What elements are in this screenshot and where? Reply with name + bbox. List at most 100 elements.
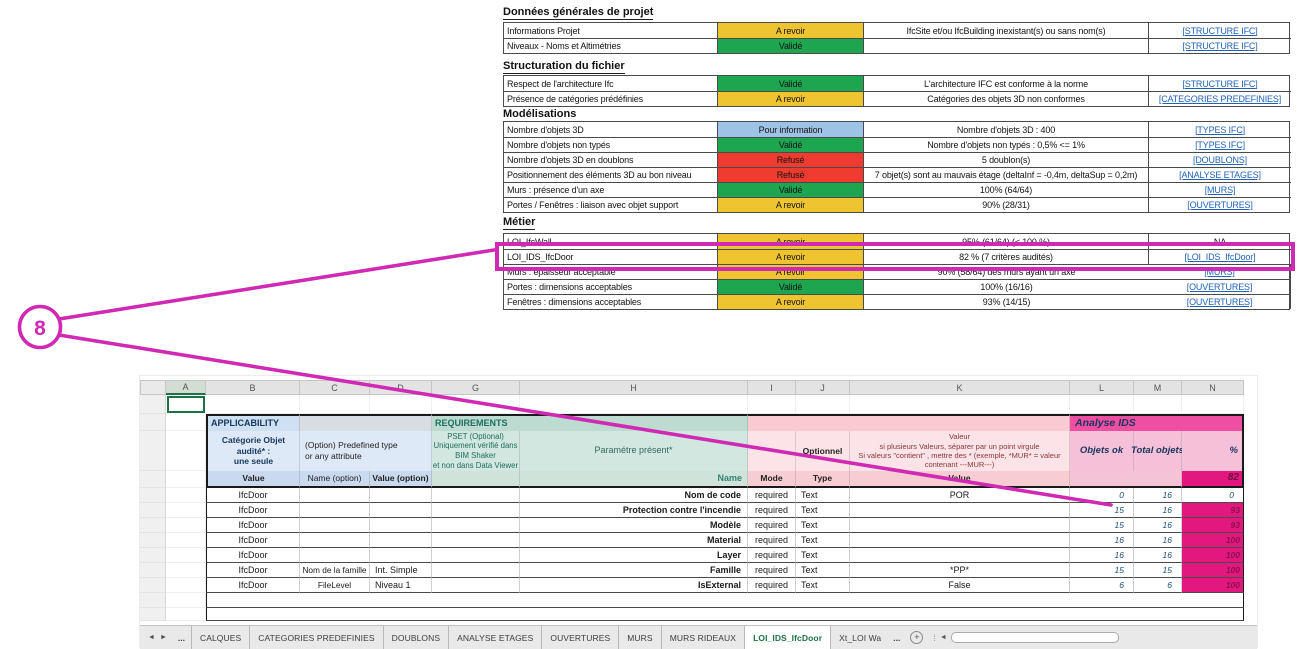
grid-cell[interactable] [166,548,206,563]
cell-mode[interactable]: required [748,548,796,563]
grid-cell[interactable] [1070,395,1134,414]
cell-value[interactable]: False [850,578,1070,593]
report-link[interactable]: [CATEGORIES PREDEFINIES] [1149,91,1291,106]
sheet-tab-active[interactable]: LOI_IDS_IfcDoor [745,626,832,649]
cell-category[interactable]: IfcDoor [206,503,300,518]
cell-percent[interactable]: 0 [1182,488,1244,503]
column-header-a[interactable]: A [166,380,206,395]
column-header-l[interactable]: L [1070,380,1134,395]
cell-name-option[interactable] [300,503,370,518]
report-link[interactable]: [STRUCTURE IFC] [1182,25,1258,36]
cell-total-objets[interactable]: 15 [1134,563,1182,578]
grid-cell[interactable] [166,518,206,533]
sheet-tab-calques[interactable]: CALQUES [192,626,251,649]
cell-total-objets[interactable]: 16 [1134,518,1182,533]
column-header-b[interactable]: B [206,380,300,395]
grid-cell[interactable] [166,563,206,578]
column-header-j[interactable]: J [796,380,850,395]
cell-total-objets[interactable]: 16 [1134,548,1182,563]
cell-objets-ok[interactable]: 16 [1070,533,1134,548]
sheet-tab-categories-predefinies[interactable]: CATEGORIES PREDEFINIES [250,626,384,649]
report-link[interactable]: [OUVERTURES] [1149,197,1291,212]
cell-type[interactable]: Text [796,548,850,563]
column-header-c[interactable]: C [300,380,370,395]
grid-cell[interactable] [370,395,432,414]
empty-cells[interactable] [206,608,1244,621]
grid-cell[interactable] [1182,395,1244,414]
cell-value[interactable] [850,533,1070,548]
cell-type[interactable]: Text [796,563,850,578]
cell-category[interactable]: IfcDoor [206,488,300,503]
cell-percent[interactable]: 100 [1182,578,1244,593]
cell-value-option[interactable] [370,548,432,563]
report-link[interactable]: [MURS] [1149,264,1291,279]
cell-category[interactable]: IfcDoor [206,548,300,563]
cell-pset[interactable] [432,548,520,563]
scrollbar-left-arrow-icon[interactable]: ◄ [939,634,947,641]
report-link[interactable]: [MURS] [1149,182,1291,197]
column-header-i[interactable]: I [748,380,796,395]
cell-percent[interactable]: 93 [1182,503,1244,518]
cell-value-option[interactable]: Int. Simple [370,563,432,578]
grid-cell[interactable] [850,395,1070,414]
cell-name-option[interactable]: Nom de la famille [300,563,370,578]
cell-objets-ok[interactable]: 15 [1070,503,1134,518]
column-header-k[interactable]: K [850,380,1070,395]
report-link[interactable]: [TYPES IFC] [1149,137,1291,152]
cell-value[interactable] [850,518,1070,533]
cell-type[interactable]: Text [796,503,850,518]
cell-total-objets[interactable]: 16 [1134,488,1182,503]
cell-mode[interactable]: required [748,518,796,533]
cell-param-name[interactable]: Layer [520,548,748,563]
scrollbar-track[interactable] [950,632,1119,643]
grid-cell[interactable] [166,488,206,503]
sheet-tab-ouvertures[interactable]: OUVERTURES [542,626,620,649]
cell-param-name[interactable]: Protection contre l'incendie [520,503,748,518]
cell-name-option[interactable] [300,533,370,548]
column-header-m[interactable]: M [1134,380,1182,395]
sheet-tab-murs[interactable]: MURS [619,626,662,649]
grid-cell[interactable] [166,414,206,431]
cell-category[interactable]: IfcDoor [206,533,300,548]
cell-objets-ok[interactable]: 16 [1070,548,1134,563]
report-link[interactable]: [LOI_IDS_IfcDoor] [1149,249,1291,264]
cell-type[interactable]: Text [796,578,850,593]
cell-objets-ok[interactable]: 15 [1070,518,1134,533]
cell-mode[interactable]: required [748,488,796,503]
cell-total-objets[interactable]: 16 [1134,503,1182,518]
cell-pset[interactable] [432,518,520,533]
cell-pset[interactable] [432,533,520,548]
sheet-tab-doublons[interactable]: DOUBLONS [384,626,450,649]
cell-percent[interactable]: 100 [1182,533,1244,548]
cell-objets-ok[interactable]: 6 [1070,578,1134,593]
report-link[interactable]: [STRUCTURE IFC] [1149,38,1291,53]
cell-percent[interactable]: 93 [1182,518,1244,533]
cell-name-option[interactable] [300,488,370,503]
grid-cell[interactable] [796,395,850,414]
cell-percent[interactable]: 100 [1182,548,1244,563]
cell-pset[interactable] [432,563,520,578]
selected-cell[interactable] [166,395,206,414]
cell-value[interactable] [850,548,1070,563]
grid-cell[interactable] [748,395,796,414]
report-link[interactable]: [ANALYSE ETAGES] [1149,167,1291,182]
column-header-h[interactable]: H [520,380,748,395]
cell-value-option[interactable] [370,503,432,518]
grid-cell[interactable] [300,395,370,414]
cell-param-name[interactable]: IsExternal [520,578,748,593]
sheet-tab-analyse-etages[interactable]: ANALYSE ETAGES [449,626,543,649]
cell-percent[interactable]: 100 [1182,563,1244,578]
grid-cell[interactable] [166,578,206,593]
cell-category[interactable]: IfcDoor [206,578,300,593]
cell-param-name[interactable]: Modèle [520,518,748,533]
grid-cell[interactable] [166,608,206,621]
cell-param-name[interactable]: Famille [520,563,748,578]
column-header-g[interactable]: G [432,380,520,395]
sheet-tab-partial[interactable]: Xt_LOI Wa [839,632,882,643]
report-link[interactable]: [TYPES IFC] [1195,124,1245,135]
grid-cell[interactable] [166,471,206,488]
grid-cell[interactable] [166,533,206,548]
cell-total-objets[interactable]: 16 [1134,533,1182,548]
cell-value[interactable]: POR [850,488,1070,503]
grid-cell[interactable] [166,431,206,471]
